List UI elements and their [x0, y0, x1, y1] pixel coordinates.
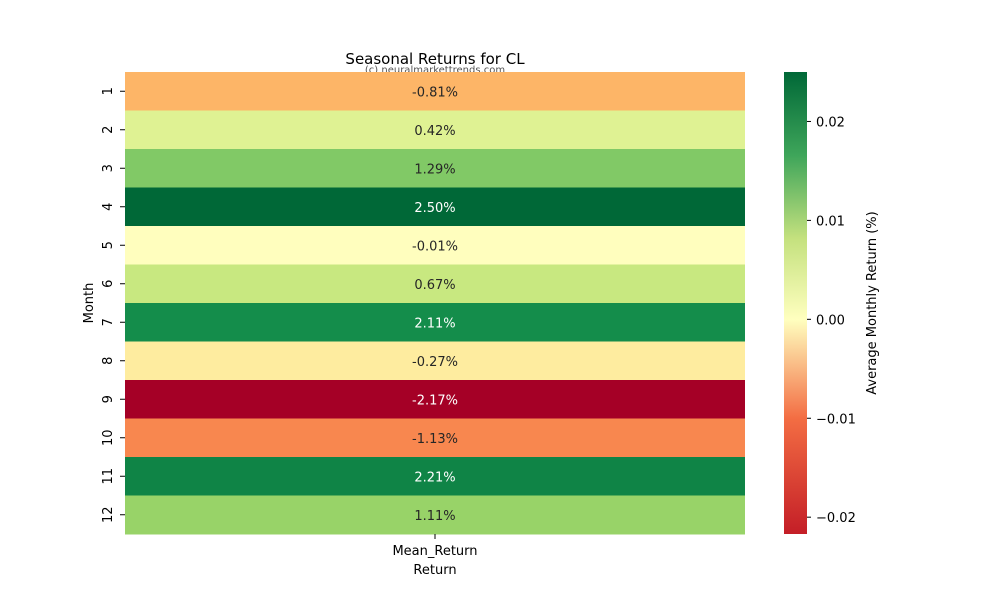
colorbar-tick-label: 0.02 [816, 115, 845, 130]
heatmap-cell-month-6 [125, 264, 745, 304]
colorbar-tick-label: −0.02 [816, 511, 856, 526]
cell-annotation-month-4: 2.50% [414, 201, 455, 216]
heatmap-cell-month-3 [125, 149, 745, 188]
colorbar-tick-label: 0.00 [816, 313, 845, 328]
y-tick-label-month-6: 6 [101, 280, 116, 288]
y-tick-label-month-8: 8 [101, 357, 116, 365]
heatmap-cell-month-10 [125, 418, 745, 458]
cell-annotation-month-5: -0.01% [412, 239, 458, 254]
heatmap-cell-month-12 [125, 495, 745, 535]
y-tick-label-month-7: 7 [101, 318, 116, 326]
y-tick-label-month-12: 12 [101, 506, 116, 523]
heatmap-cell-month-1 [125, 72, 745, 111]
colorbar-tick-label: −0.01 [816, 412, 856, 427]
colorbar-tick-label: 0.01 [816, 214, 845, 229]
cell-annotation-month-9: -2.17% [412, 393, 458, 408]
heatmap-cell-month-2 [125, 110, 745, 150]
heatmap-cell-month-9 [125, 380, 745, 419]
heatmap-cells: -0.81% 0.42% 1.29% 2.50% -0.01% 0.67% 2.11% -0.… [125, 72, 745, 535]
heatmap-cell-month-4 [125, 187, 745, 227]
chart-title: Seasonal Returns for CL [345, 50, 525, 68]
heatmap-cell-month-7 [125, 303, 745, 342]
colorbar-ticks: −0.02 −0.01 0.00 0.01 0.02 [807, 115, 856, 526]
watermark: (c) neuralmarkettrends.com [365, 65, 505, 76]
heatmap-cell-month-11 [125, 457, 745, 496]
y-tick-label-month-1: 1 [101, 87, 116, 95]
y-tick-label-month-11: 11 [101, 468, 116, 485]
y-tick-label-month-9: 9 [101, 395, 116, 403]
y-tick-label-month-10: 10 [101, 429, 116, 446]
cell-annotation-month-1: -0.81% [412, 85, 458, 100]
cell-annotation-month-7: 2.11% [414, 316, 455, 331]
y-axis-label: Month [82, 283, 97, 324]
cell-annotation-month-11: 2.21% [414, 470, 455, 485]
y-tick-label-month-4: 4 [101, 203, 116, 211]
y-tick-label-month-3: 3 [101, 164, 116, 172]
colorbar [784, 72, 807, 534]
x-axis-label: Return [413, 563, 456, 578]
heatmap-cell-month-8 [125, 341, 745, 381]
y-tick-label-month-2: 2 [101, 126, 116, 134]
cell-annotation-month-2: 0.42% [414, 124, 455, 139]
cell-annotation-month-3: 1.29% [414, 162, 455, 177]
heatmap-cell-month-5 [125, 226, 745, 265]
y-tick-label-month-5: 5 [101, 241, 116, 249]
colorbar-label: Average Monthly Return (%) [865, 211, 880, 394]
cell-annotation-month-12: 1.11% [414, 509, 455, 524]
x-tick-label: Mean_Return [392, 544, 477, 559]
cell-annotation-month-8: -0.27% [412, 355, 458, 370]
cell-annotation-month-6: 0.67% [414, 278, 455, 293]
cell-annotation-month-10: -1.13% [412, 432, 458, 447]
